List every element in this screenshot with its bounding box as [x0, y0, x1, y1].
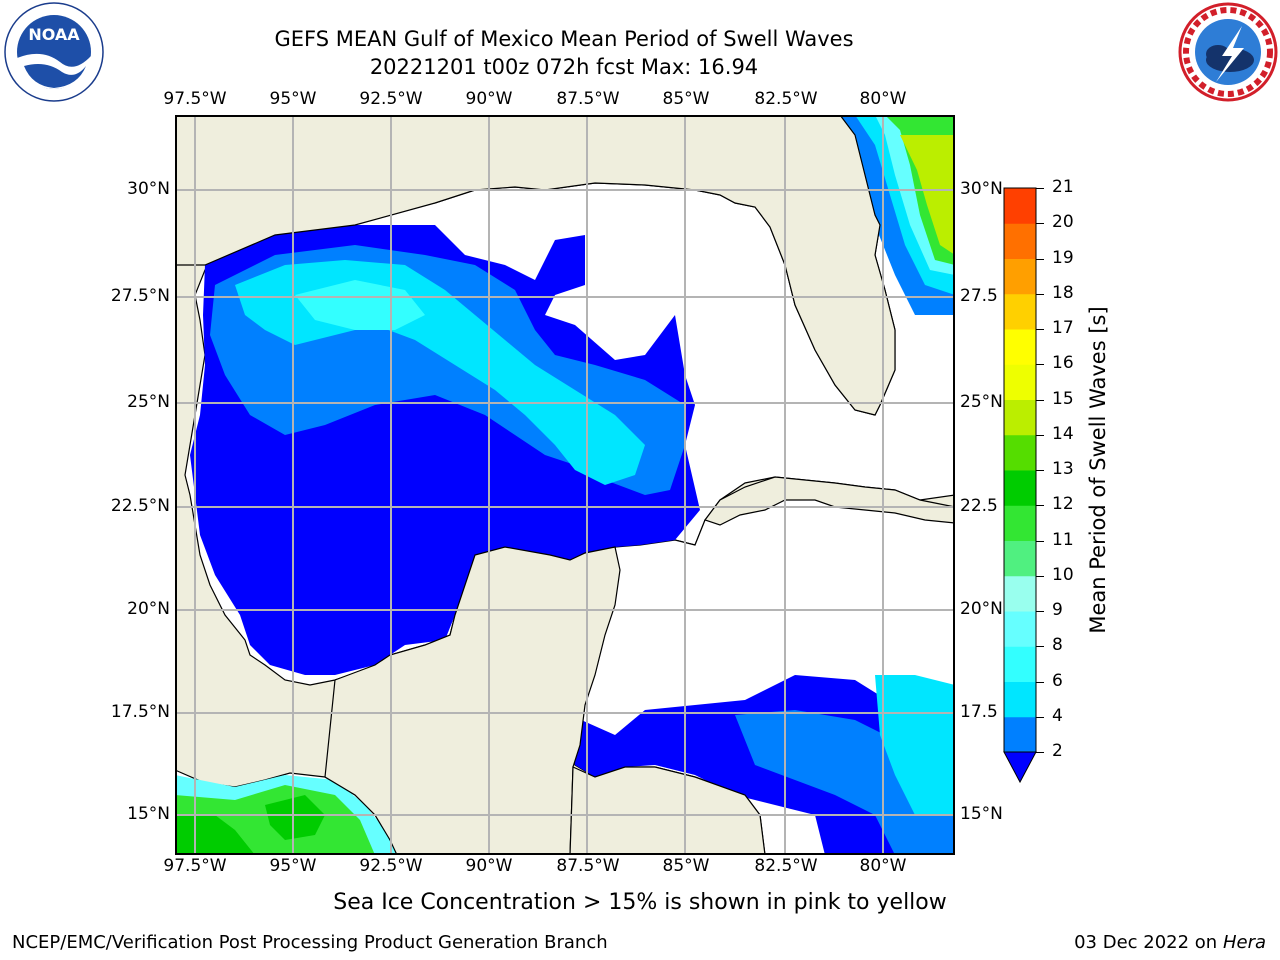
lat-label-left: 17.5°N [110, 702, 170, 722]
lon-label-top: 95°W [269, 89, 317, 109]
colorbar-tick-label: 16 [1052, 353, 1074, 374]
lat-label-right: 17.5 [960, 702, 998, 722]
colorbar-bin [1004, 364, 1036, 400]
colorbar-bin [1004, 681, 1036, 718]
lon-label-bottom: 80°W [859, 856, 907, 876]
colorbar-tick-mark [1036, 681, 1044, 683]
colorbar-tick-mark [1036, 364, 1044, 366]
lat-label-left: 22.5°N [110, 496, 170, 516]
lat-label-left: 15°N [127, 804, 170, 824]
lat-label-right: 22.5 [960, 496, 998, 516]
lon-label-top: 97.5°W [163, 89, 227, 109]
colorbar-bin [1004, 505, 1036, 541]
colorbar-tick-mark [1036, 223, 1044, 225]
colorbar-tick-mark [1036, 646, 1044, 648]
lon-label-bottom: 90°W [465, 856, 513, 876]
colorbar [1003, 187, 1037, 784]
colorbar-tick-label: 15 [1052, 388, 1074, 409]
colorbar-tick-label: 2 [1052, 741, 1063, 761]
lon-label-top: 80°W [859, 89, 907, 109]
colorbar-tick-label: 9 [1052, 600, 1063, 620]
noaa-logo: NOAA [2, 2, 106, 102]
lat-label-left: 27.5°N [110, 286, 170, 306]
colorbar-tick-mark [1036, 329, 1044, 330]
colorbar-extend-arrow [1003, 751, 1037, 784]
footer-date: 03 Dec 2022 on Hera [1074, 932, 1266, 953]
colorbar-tick-label: 10 [1052, 564, 1074, 585]
svg-text:NOAA: NOAA [28, 25, 80, 44]
colorbar-bin [1004, 611, 1036, 647]
gulf-of-mexico-map [175, 115, 955, 855]
footer-host: Hera [1222, 932, 1266, 953]
colorbar-tick-label: 17 [1052, 318, 1074, 338]
colorbar-bin [1004, 293, 1036, 330]
colorbar-bin [1004, 258, 1036, 295]
chart-subtitle: 20221201 t00z 072h fcst Max: 16.94 [369, 55, 759, 79]
lat-label-left: 30°N [127, 179, 170, 199]
footer-date-text: 03 Dec 2022 on [1074, 932, 1218, 953]
colorbar-tick-label: 12 [1052, 494, 1074, 515]
honduras-land [569, 766, 766, 855]
colorbar-tick-label: 6 [1052, 670, 1063, 691]
lon-label-bottom: 82.5°W [754, 856, 818, 876]
lon-label-bottom: 97.5°W [163, 856, 227, 876]
colorbar-tick-mark [1036, 575, 1044, 577]
colorbar-tick-label: 11 [1052, 529, 1074, 550]
colorbar-tick-mark [1036, 716, 1044, 718]
lon-label-top: 82.5°W [754, 89, 818, 109]
colorbar-tick-label: 13 [1052, 459, 1074, 479]
lat-label-right: 25°N [960, 392, 1003, 412]
colorbar-tick-label: 19 [1052, 247, 1074, 268]
footer-credit: NCEP/EMC/Verification Post Processing Pr… [12, 932, 608, 953]
colorbar-tick-mark [1036, 540, 1044, 542]
colorbar-tick-label: 18 [1052, 282, 1074, 303]
sea-ice-note: Sea Ice Concentration > 15% is shown in … [333, 890, 947, 915]
colorbar-tick-mark [1036, 611, 1044, 612]
lat-label-left: 25°N [127, 392, 170, 412]
colorbar-bin [1004, 329, 1036, 365]
colorbar-tick-mark [1036, 293, 1044, 295]
lon-label-top: 85°W [662, 89, 710, 109]
colorbar-tick-label: 21 [1052, 177, 1074, 197]
lon-label-bottom: 87.5°W [556, 856, 620, 876]
lon-label-top: 90°W [465, 89, 513, 109]
colorbar-bin [1004, 434, 1036, 471]
nws-logo [1176, 2, 1280, 102]
colorbar-tick-label: 14 [1052, 423, 1074, 444]
colorbar-bin [1004, 575, 1036, 612]
colorbar-tick-label: 20 [1052, 212, 1074, 233]
colorbar-tick-mark [1036, 399, 1044, 401]
lon-label-bottom: 92.5°W [359, 856, 423, 876]
colorbar-tick-mark [1036, 258, 1044, 260]
lon-label-bottom: 95°W [269, 856, 317, 876]
colorbar-tick-mark [1036, 505, 1044, 507]
graticule [175, 115, 955, 855]
lat-label-left: 20°N [127, 599, 170, 619]
colorbar-bin [1004, 223, 1036, 259]
chart-title: GEFS MEAN Gulf of Mexico Mean Period of … [274, 27, 854, 51]
lat-label-right: 27.5 [960, 286, 998, 306]
colorbar-tick-mark [1036, 752, 1044, 753]
colorbar-tick-label: 8 [1052, 635, 1063, 656]
lat-label-right: 20°N [960, 599, 1003, 619]
colorbar-label: Mean Period of Swell Waves [s] [1086, 306, 1110, 634]
lon-label-top: 92.5°W [359, 89, 423, 109]
colorbar-bin [1004, 399, 1036, 436]
colorbar-bin [1004, 716, 1036, 753]
colorbar-tick-mark [1036, 434, 1044, 436]
colorbar-tick-mark [1036, 470, 1044, 471]
lon-label-bottom: 85°W [662, 856, 710, 876]
swell-period-field [175, 115, 955, 855]
colorbar-bin [1004, 540, 1036, 577]
lon-label-top: 87.5°W [556, 89, 620, 109]
colorbar-bin [1004, 188, 1036, 224]
lat-label-right: 15°N [960, 804, 1003, 824]
colorbar-bin [1004, 470, 1036, 506]
lat-label-right: 30°N [960, 179, 1003, 199]
colorbar-bin [1004, 646, 1036, 682]
colorbar-tick-mark [1036, 188, 1044, 189]
colorbar-tick-label: 4 [1052, 705, 1063, 726]
map-frame [175, 115, 955, 855]
